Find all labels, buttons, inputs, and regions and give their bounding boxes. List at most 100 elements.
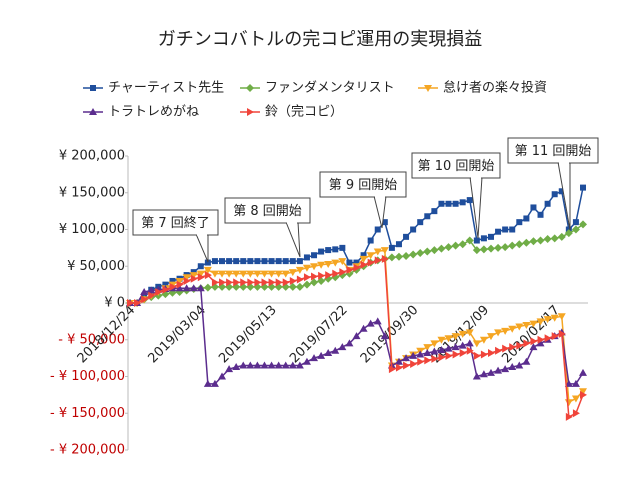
data-point — [388, 365, 396, 374]
data-point — [537, 211, 544, 218]
annotation: 第 9 回開始 — [329, 178, 398, 193]
data-point — [445, 200, 452, 207]
data-point — [430, 347, 439, 355]
data-point — [226, 278, 234, 287]
data-point — [353, 263, 361, 272]
data-point — [544, 200, 551, 207]
data-point — [423, 247, 432, 256]
data-point — [318, 271, 326, 280]
data-point — [359, 324, 368, 332]
data-point — [558, 329, 566, 338]
data-point — [509, 226, 516, 233]
data-point — [331, 346, 340, 354]
data-point — [225, 365, 234, 373]
data-point — [565, 412, 573, 421]
data-point — [141, 295, 149, 304]
data-point — [501, 327, 510, 335]
data-point — [325, 247, 332, 254]
data-point — [254, 278, 262, 287]
data-point — [295, 266, 304, 274]
data-point — [465, 329, 474, 337]
legend-marker — [89, 108, 97, 115]
data-point — [394, 252, 403, 261]
data-point — [451, 333, 460, 341]
data-point — [162, 281, 169, 288]
data-point — [289, 276, 297, 285]
legend-marker — [246, 84, 254, 92]
data-point — [458, 341, 467, 349]
data-point — [416, 350, 425, 358]
data-point — [550, 314, 559, 322]
data-point — [219, 258, 226, 265]
data-point — [210, 379, 219, 387]
data-point — [380, 332, 389, 340]
data-point — [486, 333, 495, 341]
data-point — [253, 270, 262, 278]
data-point — [417, 219, 424, 226]
data-point — [387, 253, 396, 262]
data-point — [240, 258, 247, 265]
data-point — [267, 361, 276, 369]
legend-label: チャーティスト先生 — [108, 81, 224, 96]
data-point — [247, 278, 255, 287]
data-point — [480, 235, 487, 242]
data-point — [536, 339, 545, 347]
data-point — [373, 248, 382, 256]
data-point — [487, 348, 495, 357]
data-point — [479, 336, 488, 344]
data-point — [275, 278, 283, 287]
y-tick-label: ¥ 200,000 — [59, 149, 125, 164]
data-point — [479, 245, 488, 254]
data-point — [162, 285, 170, 294]
data-point — [267, 270, 276, 278]
data-point — [557, 313, 566, 321]
data-point — [388, 244, 395, 251]
data-point — [530, 204, 537, 211]
data-point — [359, 255, 368, 263]
data-point — [523, 339, 531, 348]
data-point — [402, 251, 411, 260]
data-point — [225, 270, 234, 278]
data-point — [515, 240, 524, 249]
data-point — [232, 362, 241, 370]
y-tick-label: ¥ 150,000 — [59, 185, 125, 200]
callout-box — [507, 137, 599, 164]
data-point — [410, 226, 417, 233]
data-point — [580, 184, 586, 191]
data-point — [339, 244, 346, 251]
y-tick-label: - ¥ 150,000 — [50, 406, 125, 421]
data-point — [311, 272, 319, 281]
data-point — [346, 259, 353, 266]
data-point — [296, 258, 303, 265]
data-point — [410, 360, 418, 369]
data-point — [522, 357, 531, 365]
data-point — [509, 343, 517, 352]
data-point — [395, 241, 402, 248]
data-point — [366, 319, 375, 327]
data-point — [346, 265, 354, 274]
data-point — [325, 271, 333, 280]
data-point — [183, 276, 191, 285]
data-point — [196, 270, 205, 278]
data-point — [197, 263, 204, 270]
data-point — [203, 283, 212, 292]
chart-title: ガチンコバトルの完コピ運用の実現損益 — [158, 29, 483, 50]
y-tick-label: ¥ 0 — [104, 296, 125, 311]
data-point — [438, 200, 445, 207]
data-point — [366, 252, 375, 260]
data-point — [502, 344, 510, 353]
data-point — [197, 273, 205, 282]
data-point — [204, 271, 212, 280]
data-point — [543, 235, 552, 244]
legend-marker — [424, 85, 432, 92]
data-point — [572, 409, 580, 418]
data-point — [444, 243, 453, 252]
data-point — [324, 261, 333, 269]
data-point — [338, 343, 347, 351]
data-point — [508, 362, 517, 370]
data-point — [211, 278, 219, 287]
data-point — [169, 277, 176, 284]
data-point — [495, 228, 502, 235]
data-point — [580, 390, 587, 399]
data-point — [289, 258, 296, 265]
